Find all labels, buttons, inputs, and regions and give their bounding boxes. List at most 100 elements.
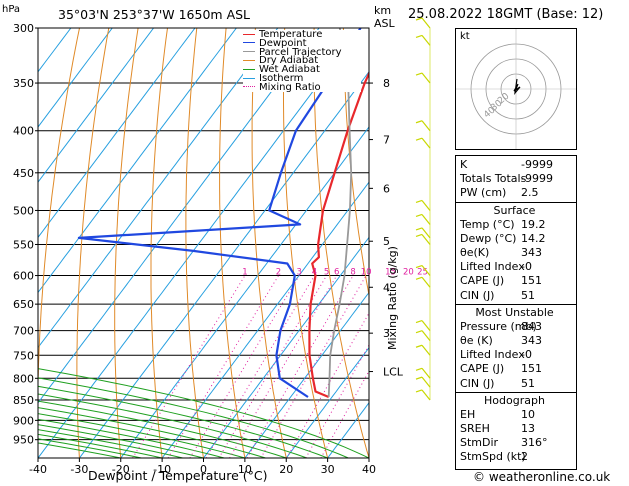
y-tick-label: 400 <box>13 125 34 138</box>
mixing-ratio-line <box>167 275 279 458</box>
hodograph-stat-row: SREH 13 <box>455 422 575 436</box>
surface-row: CIN (J) 51 <box>455 289 575 303</box>
isotherm-line <box>79 70 369 458</box>
wet-adiabat-line <box>38 393 308 458</box>
wind-barb-flag <box>415 213 423 218</box>
most-unstable-value: 51 <box>521 376 535 390</box>
y-tick-label: 350 <box>13 77 34 90</box>
mixing-ratio-line <box>132 275 246 458</box>
mixing-ratio-line <box>260 275 367 458</box>
wind-barb <box>421 367 431 379</box>
hodograph-stat-value: 13 <box>521 422 535 435</box>
wind-barb-flag <box>415 330 423 334</box>
wind-barb <box>421 265 431 276</box>
x-tick-label: 0 <box>200 463 207 476</box>
wind-barb <box>421 17 431 29</box>
km-tick-label: 6 <box>383 182 390 195</box>
x-tick-label: 30 <box>321 463 335 476</box>
mixing-ratio-label: 4 <box>312 268 317 278</box>
x-tick-label: -10 <box>153 463 171 476</box>
mixing-ratio-label: 5 <box>324 268 329 278</box>
hodograph-stat-row: StmSpd (kt) 2 <box>455 450 575 464</box>
y-tick-label: 850 <box>13 394 34 407</box>
most-unstable-value: -0 <box>521 348 532 362</box>
legend-label: Dry Adiabat <box>259 55 319 67</box>
km-tick-label: 7 <box>383 134 390 147</box>
legend-label: Temperature <box>259 29 323 40</box>
mixing-ratio-label: 3 <box>296 268 301 278</box>
isotherm-line <box>285 346 369 458</box>
hpa-label: hPa <box>2 4 21 15</box>
hodograph-stat-row: EH 10 <box>455 408 575 422</box>
surface-label: Temp (°C) <box>460 217 515 231</box>
mixing-ratio-label: 25 <box>417 268 428 278</box>
y-tick-label: 650 <box>13 298 34 311</box>
isotherm-line <box>38 28 237 294</box>
y-tick-label: 700 <box>13 325 34 338</box>
indices-panel <box>455 155 577 470</box>
most-unstable-value: 843 <box>521 319 542 333</box>
y-tick-label: 600 <box>13 270 34 283</box>
mixing-ratio-label: 15 <box>385 268 396 278</box>
legend-swatch <box>243 68 255 70</box>
wind-barb <box>421 320 431 331</box>
wind-barb-flag <box>415 320 423 324</box>
surface-value: 19.2 <box>521 217 546 231</box>
x-tick-label: 40 <box>362 463 376 476</box>
wind-barb-flag <box>415 344 423 348</box>
legend-item: Isotherm <box>243 73 304 84</box>
surface-value: 14.2 <box>521 231 546 245</box>
surface-label: Lifted Index <box>460 260 525 274</box>
dry-adiabat-line <box>251 28 287 458</box>
most-unstable-row: Pressure (mb) 843 <box>455 320 575 334</box>
hodograph-stat-row: StmDir 316° <box>455 436 575 450</box>
x-tick-label: -40 <box>29 463 47 476</box>
y-tick-label: 550 <box>13 238 34 251</box>
dry-adiabat-line <box>313 28 369 458</box>
most-unstable-row: Lifted Index -0 <box>455 348 575 362</box>
surface-label: CIN (J) <box>460 288 495 302</box>
mixing-ratio-label: 10 <box>361 268 372 278</box>
surface-label: θe(K) <box>460 246 490 259</box>
most-unstable-label: Lifted Index <box>460 348 525 362</box>
dry-adiabat-line <box>185 28 204 458</box>
surface-label: Dewp (°C) <box>460 231 517 245</box>
dry-adiabat-line <box>38 28 80 458</box>
index-value: 2.5 <box>521 186 539 200</box>
isotherm-line <box>38 28 196 239</box>
mixing-ratio-label: 8 <box>350 268 355 278</box>
mixing-ratio-line <box>229 275 338 458</box>
surface-value: 343 <box>521 246 542 259</box>
dry-adiabat-line <box>76 28 110 458</box>
hodograph-panel: 20 30 40 kt <box>455 28 577 150</box>
wind-barb-flag <box>415 227 423 231</box>
location-title: 35°03'N 253°37'W 1650m ASL <box>58 7 251 22</box>
wind-barb <box>421 344 431 356</box>
wind-barb <box>421 214 431 225</box>
dry-adiabat-line <box>342 28 369 298</box>
most-unstable-label: Pressure (mb) <box>460 319 537 333</box>
most-unstable-value: 343 <box>521 334 542 347</box>
legend-label: Mixing Ratio <box>259 81 321 93</box>
x-tick-label: 20 <box>279 463 293 476</box>
legend-swatch <box>243 77 255 79</box>
mixing-ratio-line <box>320 370 369 458</box>
wet-adiabat-line <box>38 377 349 458</box>
legend-label: Isotherm <box>259 73 304 84</box>
hodograph-table-title: Hodograph <box>484 393 545 407</box>
surface-label: CAPE (J) <box>460 274 505 288</box>
hodograph-unit: kt <box>460 31 470 42</box>
wind-barb <box>421 389 431 401</box>
km-tick-label: 5 <box>383 235 390 248</box>
wind-barb-flag <box>415 199 423 204</box>
x-tick-label: -30 <box>70 463 88 476</box>
most-unstable-title: Most Unstable <box>475 305 554 319</box>
wind-barb <box>421 200 431 211</box>
most-unstable-row: θe (K) 343 <box>455 334 575 348</box>
dry-adiabat-line <box>283 28 329 458</box>
most-unstable-value: 151 <box>521 362 542 376</box>
y-tick-label: 500 <box>13 204 34 217</box>
